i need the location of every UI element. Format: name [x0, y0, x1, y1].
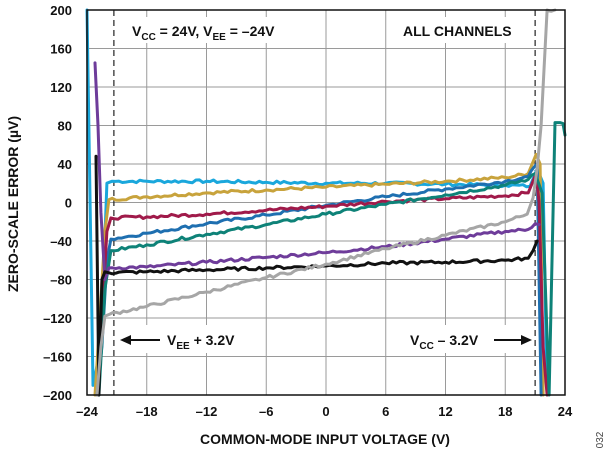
x-tick-label: 24 [558, 404, 573, 419]
series-line [95, 8, 557, 397]
x-axis-title: COMMON-MODE INPUT VOLTAGE (V) [200, 431, 450, 447]
conditions-label: VCC = 24V, VEE = –24V [132, 23, 275, 43]
y-tick-label: –160 [43, 350, 72, 365]
series-line [93, 61, 541, 281]
right-limit-label: VCC – 3.2V [410, 332, 479, 352]
y-axis-title: ZERO-SCALE ERROR (µV) [5, 116, 21, 292]
x-tick-label: –12 [196, 404, 218, 419]
x-tick-labels: –24 –18 –12 –6 0 6 12 18 24 [76, 404, 573, 419]
y-tick-label: –200 [43, 388, 72, 403]
series-group [85, 8, 567, 397]
x-tick-label: 12 [438, 404, 452, 419]
x-tick-label: 18 [498, 404, 512, 419]
y-tick-label: 120 [50, 80, 72, 95]
y-tick-label: 160 [50, 42, 72, 57]
series-line [94, 154, 539, 397]
x-tick-label: 0 [322, 404, 329, 419]
y-tick-label: 200 [50, 3, 72, 18]
y-tick-label: 40 [58, 157, 72, 172]
series-line [96, 172, 549, 397]
boundary-lines [113, 10, 536, 395]
series-line [97, 121, 567, 397]
y-tick-labels: –200 –160 –120 –80 –40 0 40 80 120 160 200 [43, 3, 72, 403]
y-tick-label: 80 [58, 119, 72, 134]
figure-number: 032 [595, 431, 606, 448]
right-arrow-head [521, 335, 532, 345]
y-tick-label: –120 [43, 311, 72, 326]
x-tick-label: 6 [382, 404, 389, 419]
x-tick-label: –18 [136, 404, 158, 419]
y-tick-label: –80 [50, 273, 72, 288]
channels-label-bg [398, 17, 534, 43]
left-arrow-head [120, 335, 131, 345]
series-line [93, 152, 545, 397]
plot-frame [86, 9, 566, 396]
plot-border [86, 9, 566, 396]
conditions-label-bg [128, 17, 314, 43]
x-tick-label: –6 [259, 404, 273, 419]
y-tick-label: –40 [50, 234, 72, 249]
channels-label: ALL CHANNELS [403, 23, 512, 39]
y-tick-label: 0 [65, 196, 72, 211]
left-limit-label: VEE + 3.2V [167, 332, 235, 352]
x-tick-label: –24 [76, 404, 98, 419]
